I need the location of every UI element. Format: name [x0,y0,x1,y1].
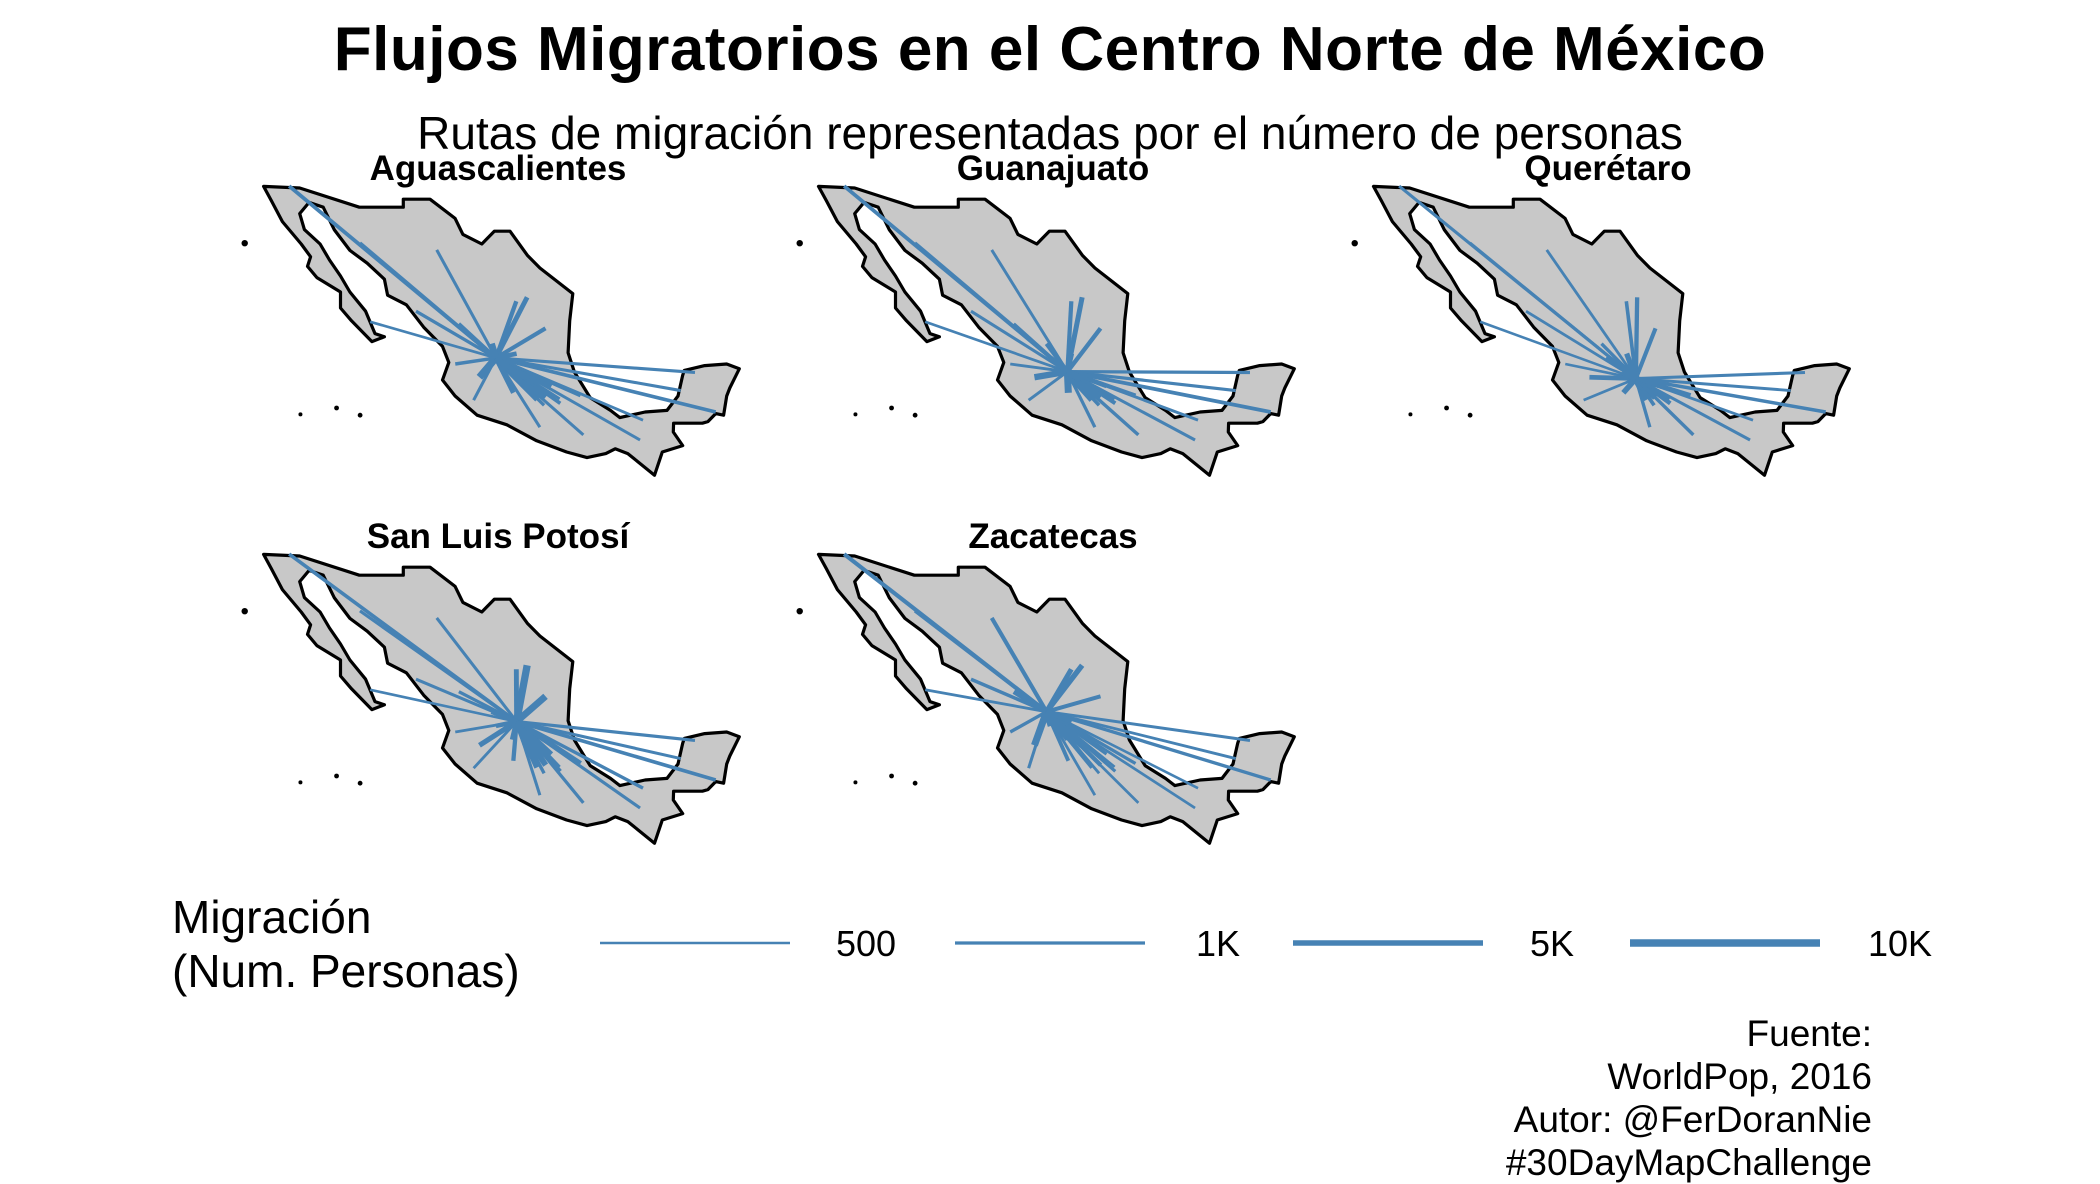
legend-title: Migración (Num. Personas) [172,890,520,998]
facet-label: Aguascalientes [370,149,627,188]
island-dot [913,413,918,418]
island-dot [242,608,248,614]
island-dot [853,412,857,416]
island-dot [889,774,894,779]
island-dot [358,781,363,786]
island-dot [1468,413,1473,418]
flow-line [1067,372,1250,373]
island-dot [298,412,302,416]
facet-label: Guanajuato [957,149,1150,188]
caption-hashtag: #30DayMapChallenge [1506,1141,1872,1184]
caption-source-label: Fuente: [1506,1012,1872,1055]
mexico-outline [1374,186,1850,475]
island-dot [889,406,894,411]
legend-title-line1: Migración [172,890,520,944]
island-dot [797,240,803,246]
legend-label-1k: 1K [1196,923,1240,965]
mexico-outline [819,186,1295,475]
island-dot [358,413,363,418]
island-dot [853,780,857,784]
island-dot [242,240,248,246]
panel-1: Aguascalientes [242,149,740,475]
island-dot [1408,412,1412,416]
panel-4: San Luis Potosí [242,517,740,843]
flow-line [492,344,496,358]
facet-label: Querétaro [1524,149,1691,188]
caption-source: WorldPop, 2016 [1506,1055,1872,1098]
map-caption: Fuente: WorldPop, 2016 Autor: @FerDoranN… [1506,1012,1872,1184]
facet-label: Zacatecas [968,517,1137,556]
panel-5: Zacatecas [797,517,1295,843]
island-dot [334,406,339,411]
legend-label-5k: 5K [1530,923,1574,965]
mexico-outline [264,554,740,843]
legend-title-line2: (Num. Personas) [172,944,520,998]
mexico-outline [264,186,740,475]
island-dot [1444,406,1449,411]
island-dot [797,608,803,614]
panel-3: Querétaro [1352,149,1850,475]
panel-2: Guanajuato [797,149,1295,475]
island-dot [1352,240,1358,246]
island-dot [913,781,918,786]
flow-line [1636,297,1637,378]
facet-label: San Luis Potosí [367,517,631,556]
legend-label-10k: 10K [1868,923,1932,965]
caption-author: Autor: @FerDoranNie [1506,1098,1872,1141]
island-dot [298,780,302,784]
legend-label-500: 500 [836,923,896,965]
island-dot [334,774,339,779]
